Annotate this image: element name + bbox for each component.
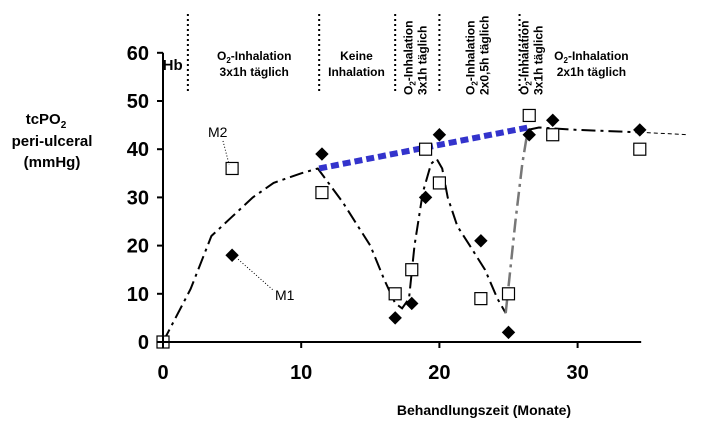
marker-m1 xyxy=(546,113,560,127)
y-tick-label: 30 xyxy=(127,187,149,209)
marker-m1 xyxy=(388,311,402,325)
phase-label: O2-Inhalation xyxy=(401,21,417,95)
x-tick-label: 0 xyxy=(157,362,168,384)
phase-label: O2-Inhalation xyxy=(517,21,533,95)
trend-line-gray xyxy=(504,129,530,314)
leader-line xyxy=(237,258,274,291)
marker-m2 xyxy=(633,142,647,156)
marker-m1 xyxy=(633,123,647,137)
y-tick-label: 60 xyxy=(127,43,149,65)
axes xyxy=(157,51,642,348)
tick-labels: 0 10 20 30 40 50 60 0 10 20 30 xyxy=(127,43,589,384)
phase-label-part: 2 xyxy=(564,56,569,65)
marker-m2 xyxy=(522,108,536,123)
marker-m2 xyxy=(405,263,419,277)
phase-label-part: -Inhalation xyxy=(231,49,292,63)
phase-label-vertical: O2-Inhalation 2x0,5h täglich xyxy=(463,16,491,95)
phase-label: Keine xyxy=(340,49,373,63)
x-tick-label: 10 xyxy=(290,362,312,384)
phase-label-vertical: O2-Inhalation 3x1h täglich xyxy=(517,21,545,95)
phase-label-part: 2 xyxy=(470,81,479,86)
phase-label: Inhalation xyxy=(328,65,385,79)
y-tick-label: 50 xyxy=(127,91,149,113)
marker-m1 xyxy=(474,234,488,248)
y-axis-label: tcPO2 peri-ulceral (mmHg) xyxy=(12,111,93,171)
marker-m1 xyxy=(501,325,516,340)
phase-label-vertical: O2-Inhalation 3x1h täglich xyxy=(401,21,429,95)
trend-line xyxy=(527,126,640,134)
x-axis-label: Behandlungszeit (Monate) xyxy=(397,402,571,418)
y-tick-label: 20 xyxy=(127,236,149,258)
marker-m2 xyxy=(315,185,329,200)
marker-m2 xyxy=(501,287,516,301)
marker-m1 xyxy=(418,190,433,205)
phase-label: O2-Inhalation xyxy=(463,21,479,95)
data-markers xyxy=(156,108,647,349)
phase-label: 2x0,5h täglich xyxy=(477,16,491,95)
y-tick-label: 10 xyxy=(127,284,149,306)
marker-m2 xyxy=(388,287,402,301)
phase-label: Hb xyxy=(163,57,183,74)
y-label-subscript: 2 xyxy=(61,120,67,131)
y-label-line: peri-ulceral xyxy=(12,133,93,150)
x-tick-label: 30 xyxy=(566,362,588,384)
y-label-line: (mmHg) xyxy=(24,154,81,171)
trend-line-extension xyxy=(639,131,689,136)
phase-label-part: O xyxy=(554,49,563,63)
phase-label-part: 2 xyxy=(226,56,231,65)
leader-line xyxy=(222,140,230,165)
phase-label-part: O xyxy=(463,86,477,95)
phase-label: 3x1h täglich xyxy=(415,26,429,95)
trend-line xyxy=(162,157,507,343)
phase-label: O2-Inhalation xyxy=(554,49,628,65)
phase-label: 3x1h täglich xyxy=(531,26,545,95)
marker-m1 xyxy=(315,147,329,161)
phase-label-part: 2 xyxy=(408,81,417,86)
marker-m1 xyxy=(225,248,239,262)
marker-m1 xyxy=(405,296,419,311)
y-tick-label: 40 xyxy=(127,139,149,161)
y-label-line: tcPO xyxy=(26,111,61,128)
marker-m1 xyxy=(432,128,447,142)
phase-label-part: O xyxy=(517,86,531,95)
x-tick-label: 20 xyxy=(428,362,450,384)
phase-label-part: -Inhalation xyxy=(401,21,415,82)
phase-label-part: -Inhalation xyxy=(463,21,477,82)
phase-label-part: O xyxy=(401,86,415,95)
phase-label-part: -Inhalation xyxy=(517,21,531,82)
phase-label: 3x1h täglich xyxy=(220,65,289,79)
marker-m1 xyxy=(522,128,536,142)
phase-boundaries xyxy=(186,14,521,94)
marker-m2 xyxy=(474,292,488,306)
phase-label-part: -Inhalation xyxy=(568,49,629,63)
axis-labels: Behandlungszeit (Monate) tcPO2 peri-ulcer… xyxy=(12,111,572,418)
phase-label: O2-Inhalation xyxy=(217,49,291,65)
series-label-m2: M2 xyxy=(208,124,228,140)
phase-label-part: 2 xyxy=(524,81,533,86)
marker-m2 xyxy=(546,128,560,142)
y-tick-label: 0 xyxy=(138,332,149,354)
marker-m2 xyxy=(225,161,239,176)
series-labels: M2 M1 xyxy=(208,124,295,303)
trend-lines xyxy=(162,124,689,343)
phase-label: 2x1h täglich xyxy=(557,65,626,79)
marker-m2 xyxy=(432,176,446,190)
series-label-m1: M1 xyxy=(275,287,295,303)
marker-m2 xyxy=(418,142,433,156)
phase-label-part: O xyxy=(217,49,226,63)
